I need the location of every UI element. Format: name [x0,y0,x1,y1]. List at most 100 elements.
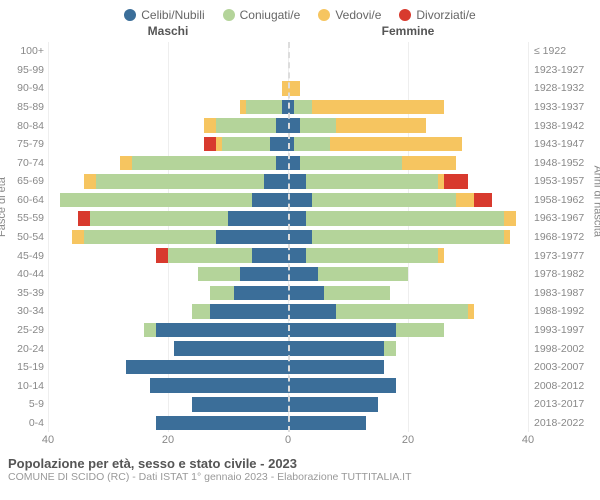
female-bar [288,172,528,191]
segment-celibi [288,193,312,207]
female-bar [288,339,528,358]
age-tick: 45-49 [0,246,48,265]
segment-celibi [228,211,288,225]
male-bar [48,98,288,117]
y-axis-title-right: Anni di nascita [592,165,600,237]
segment-celibi [234,286,288,300]
age-tick: 85-89 [0,98,48,117]
female-bar [288,228,528,247]
male-bar [48,395,288,414]
female-bar [288,79,528,98]
birth-year-tick: 1923-1927 [528,61,600,80]
legend-item: Divorziati/e [399,6,475,24]
female-bar [288,284,528,303]
male-bar [48,302,288,321]
x-tick: 20 [162,434,174,446]
segment-vedovi [504,230,510,244]
birth-year-tick: 1943-1947 [528,135,600,154]
segment-vedovi [402,156,456,170]
age-tick: 90-94 [0,79,48,98]
segment-coniugati [396,323,444,337]
segment-celibi [288,416,366,430]
segment-celibi [156,323,288,337]
age-tick: 55-59 [0,209,48,228]
segment-vedovi [72,230,84,244]
age-tick: 40-44 [0,265,48,284]
birth-year-tick: 2008-2012 [528,376,600,395]
male-bar [48,376,288,395]
column-headers: Maschi Femmine [0,24,600,42]
female-bar [288,135,528,154]
age-tick: 20-24 [0,339,48,358]
female-bar [288,153,528,172]
segment-celibi [288,397,378,411]
legend-label: Celibi/Nubili [141,8,204,22]
segment-coniugati [312,230,504,244]
segment-coniugati [192,304,210,318]
header-male: Maschi [48,24,288,42]
segment-coniugati [294,137,330,151]
legend-swatch [223,9,235,21]
age-tick: 75-79 [0,135,48,154]
segment-celibi [210,304,288,318]
male-bar [48,265,288,284]
segment-vedovi [438,248,444,262]
age-tick: 60-64 [0,191,48,210]
birth-year-tick: ≤ 1922 [528,42,600,61]
female-bar [288,42,528,61]
segment-celibi [252,248,288,262]
segment-celibi [288,323,396,337]
birth-year-tick: 1963-1967 [528,209,600,228]
segment-celibi [276,156,288,170]
segment-celibi [156,416,288,430]
segment-coniugati [144,323,156,337]
segment-coniugati [222,137,270,151]
birth-year-tick: 1938-1942 [528,116,600,135]
birth-year-tick: 2018-2022 [528,414,600,433]
birth-year-tick: 1958-1962 [528,191,600,210]
segment-celibi [288,174,306,188]
female-bar [288,302,528,321]
segment-celibi [174,341,288,355]
age-tick: 50-54 [0,228,48,247]
legend-item: Coniugati/e [223,6,301,24]
segment-divorziati [204,137,216,151]
birth-year-tick: 1928-1932 [528,79,600,98]
male-bar [48,135,288,154]
segment-coniugati [210,286,234,300]
age-tick: 65-69 [0,172,48,191]
x-tick: 0 [285,434,291,446]
segment-vedovi [330,137,462,151]
segment-celibi [288,286,324,300]
segment-vedovi [504,211,516,225]
legend-swatch [124,9,136,21]
segment-coniugati [60,193,252,207]
age-tick: 15-19 [0,358,48,377]
female-bar [288,414,528,433]
age-tick: 30-34 [0,302,48,321]
segment-vedovi [456,193,474,207]
legend-item: Vedovi/e [318,6,381,24]
male-bar [48,321,288,340]
legend-swatch [318,9,330,21]
segment-celibi [288,341,384,355]
birth-year-tick: 1968-1972 [528,228,600,247]
female-bar [288,61,528,80]
segment-celibi [126,360,288,374]
segment-vedovi [468,304,474,318]
segment-divorziati [474,193,492,207]
plot-area: Fasce di età 100+95-9990-9485-8980-8475-… [0,42,600,432]
segment-divorziati [156,248,168,262]
male-bar [48,414,288,433]
segment-celibi [288,304,336,318]
segment-coniugati [132,156,276,170]
age-tick: 35-39 [0,284,48,303]
segment-coniugati [306,211,504,225]
segment-celibi [276,118,288,132]
birth-year-tick: 1973-1977 [528,246,600,265]
male-bar [48,42,288,61]
male-bar [48,153,288,172]
segment-coniugati [300,156,402,170]
age-tick: 70-74 [0,153,48,172]
age-tick: 25-29 [0,321,48,340]
